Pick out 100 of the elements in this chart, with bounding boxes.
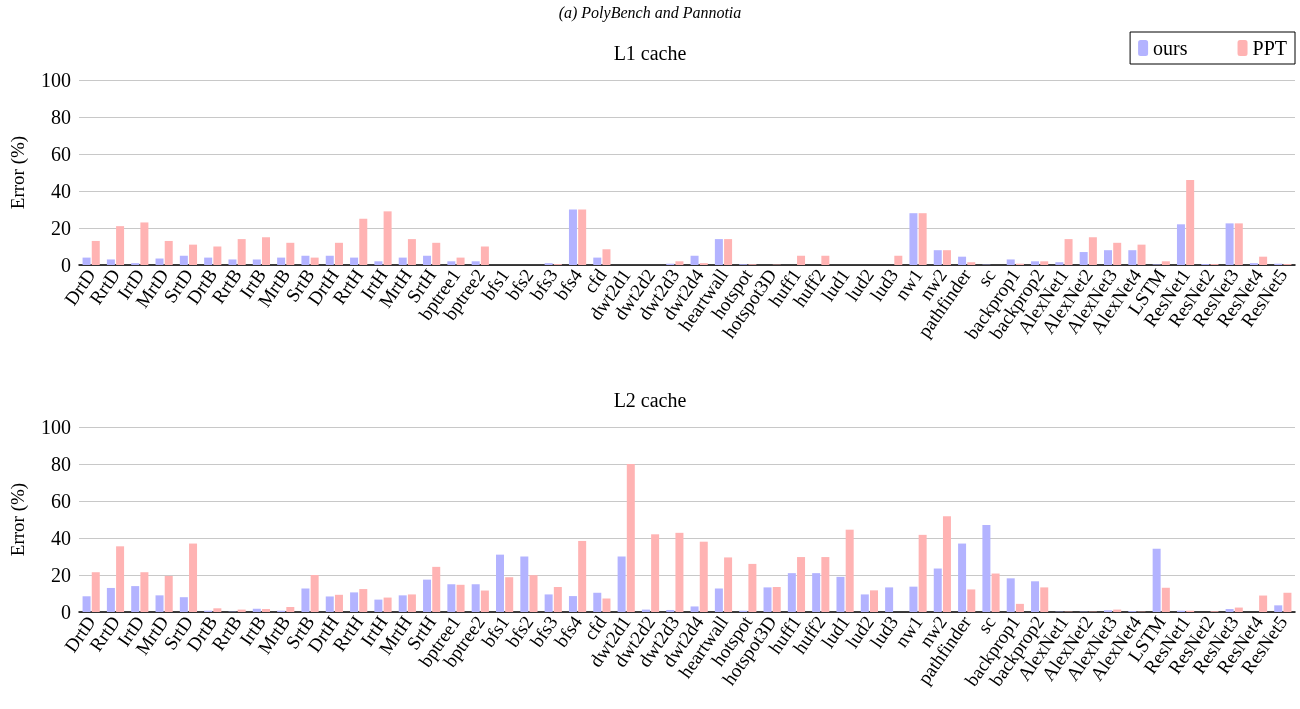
bar — [1128, 250, 1137, 265]
bar — [204, 257, 213, 265]
bar — [812, 573, 821, 612]
bar — [398, 257, 407, 265]
bar — [675, 261, 684, 265]
bar — [991, 573, 1000, 612]
bar — [1064, 239, 1073, 265]
bar — [262, 609, 270, 612]
y-tick-label: 100 — [41, 69, 71, 91]
y-tick-label: 40 — [51, 180, 71, 202]
bar — [277, 257, 286, 265]
bar — [228, 259, 237, 265]
y-tick-label: 100 — [41, 416, 71, 438]
bar — [578, 540, 587, 612]
bar — [797, 557, 806, 612]
bar — [1006, 578, 1015, 612]
bar — [1161, 587, 1170, 612]
bar — [480, 590, 489, 612]
bar — [189, 543, 198, 612]
bar — [325, 255, 334, 265]
bar — [568, 209, 577, 265]
bar — [942, 250, 951, 265]
bar — [237, 239, 246, 265]
bar — [578, 209, 587, 265]
bar — [1225, 223, 1234, 265]
bar — [958, 256, 967, 265]
bar — [374, 261, 383, 265]
bar — [82, 257, 91, 265]
y-axis-title: Error (%) — [7, 135, 29, 210]
y-axis-title: Error (%) — [7, 482, 29, 557]
bar — [593, 257, 602, 265]
y-tick-label: 60 — [51, 143, 71, 165]
bar — [106, 259, 115, 265]
bar — [301, 255, 310, 265]
bar — [423, 255, 432, 265]
bar — [310, 257, 319, 265]
bar — [690, 255, 699, 265]
y-tick-label: 0 — [61, 254, 71, 276]
bar — [845, 529, 854, 612]
bar — [797, 255, 806, 265]
bar — [456, 257, 465, 265]
bar — [860, 594, 869, 612]
bar — [407, 594, 416, 612]
bar — [350, 592, 359, 612]
bar — [432, 566, 441, 612]
bar — [1161, 261, 1170, 265]
bar — [1079, 252, 1088, 265]
bar — [617, 556, 626, 612]
bar — [836, 576, 845, 612]
bar — [918, 213, 927, 265]
bar — [1055, 262, 1064, 265]
bar — [1040, 261, 1049, 265]
bar — [666, 609, 675, 612]
chart-title: L2 cache — [613, 389, 687, 411]
bar — [1031, 261, 1040, 265]
bar — [933, 568, 942, 612]
bar — [958, 543, 967, 612]
bar — [106, 587, 115, 612]
bar — [334, 242, 343, 265]
bar — [179, 255, 188, 265]
bar — [286, 607, 295, 612]
bar — [407, 239, 416, 265]
bar — [82, 596, 91, 612]
bar — [675, 532, 684, 612]
bar — [602, 598, 611, 612]
y-tick-label: 80 — [51, 453, 71, 475]
bar — [179, 597, 188, 612]
bar — [350, 257, 359, 265]
bar — [1152, 548, 1161, 612]
bar — [714, 588, 723, 612]
bar — [262, 237, 270, 265]
bar — [1259, 595, 1268, 612]
y-tick-label: 20 — [51, 564, 71, 586]
bar — [942, 516, 951, 612]
bar — [334, 594, 343, 612]
bar — [1006, 259, 1015, 265]
y-tick-label: 20 — [51, 217, 71, 239]
bar — [894, 255, 903, 265]
bar — [1225, 609, 1234, 612]
bar — [471, 261, 480, 265]
bar — [909, 586, 918, 612]
bar — [116, 226, 125, 265]
bar — [967, 262, 976, 265]
bar — [724, 239, 733, 265]
bar — [553, 587, 562, 612]
bar — [383, 211, 392, 265]
bar — [1176, 224, 1185, 265]
bar — [714, 239, 723, 265]
bar — [383, 597, 392, 612]
bar — [423, 579, 432, 612]
bar — [885, 587, 894, 612]
bar — [690, 606, 699, 612]
bar — [252, 259, 261, 265]
bar — [301, 588, 310, 612]
bar — [155, 258, 164, 265]
bar — [699, 541, 708, 612]
bar — [909, 213, 918, 265]
bar — [189, 244, 198, 265]
bar — [787, 573, 796, 612]
bar — [982, 525, 991, 612]
